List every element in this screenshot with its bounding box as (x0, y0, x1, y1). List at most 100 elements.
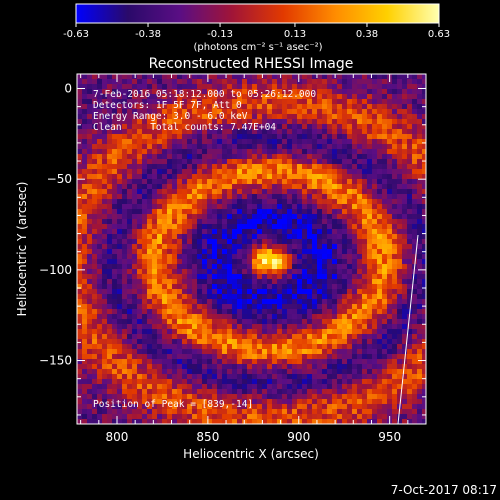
heatmap-cell (112, 354, 117, 359)
heatmap-cell (332, 304, 337, 309)
heatmap-cell (112, 209, 117, 214)
heatmap-cell (337, 94, 342, 99)
heatmap-cell (137, 299, 142, 304)
heatmap-cell (217, 324, 222, 329)
heatmap-cell (392, 299, 397, 304)
heatmap-cell (297, 249, 302, 254)
heatmap-cell (112, 179, 117, 184)
heatmap-cell (387, 279, 392, 284)
heatmap-cell (302, 254, 307, 259)
heatmap-cell (387, 304, 392, 309)
heatmap-cell (257, 234, 262, 239)
heatmap-cell (327, 304, 332, 309)
heatmap-cell (377, 319, 382, 324)
heatmap-cell (157, 119, 162, 124)
heatmap-cell (217, 284, 222, 289)
heatmap-cell (342, 399, 347, 404)
heatmap-cell (157, 109, 162, 114)
heatmap-cell (112, 109, 117, 114)
heatmap-cell (342, 94, 347, 99)
heatmap-cell (112, 419, 117, 424)
heatmap-cell (222, 309, 227, 314)
heatmap-cell (392, 114, 397, 119)
heatmap-cell (167, 174, 172, 179)
heatmap-cell (87, 229, 92, 234)
heatmap-cell (167, 349, 172, 354)
colorbar-ticks: -0.63 -0.38 -0.13 0.13 0.38 0.63 (63, 23, 450, 40)
heatmap-cell (282, 269, 287, 274)
heatmap-cell (152, 124, 157, 129)
heatmap-cell (97, 384, 102, 389)
heatmap-cell (327, 134, 332, 139)
heatmap-cell (382, 79, 387, 84)
heatmap-cell (412, 274, 417, 279)
heatmap-cell (317, 154, 322, 159)
heatmap-cell (167, 404, 172, 409)
heatmap-cell (212, 254, 217, 259)
heatmap-cell (202, 419, 207, 424)
heatmap-cell (92, 109, 97, 114)
heatmap-cell (77, 144, 82, 149)
heatmap-cell (82, 169, 87, 174)
heatmap-cell (377, 139, 382, 144)
heatmap-cell (222, 409, 227, 414)
heatmap-cell (192, 259, 197, 264)
heatmap-cell (227, 309, 232, 314)
heatmap-cell (142, 144, 147, 149)
heatmap-cell (367, 219, 372, 224)
heatmap-cell (97, 304, 102, 309)
heatmap-cell (377, 379, 382, 384)
heatmap-cell (232, 114, 237, 119)
heatmap-cell (387, 199, 392, 204)
heatmap-cell (177, 174, 182, 179)
heatmap-cell (117, 389, 122, 394)
heatmap-cell (127, 79, 132, 84)
heatmap-cell (127, 264, 132, 269)
heatmap-cell (177, 79, 182, 84)
heatmap-cell (287, 139, 292, 144)
heatmap-cell (317, 324, 322, 329)
heatmap-cell (117, 214, 122, 219)
heatmap-cell (327, 409, 332, 414)
heatmap-cell (382, 99, 387, 104)
heatmap-cell (342, 269, 347, 274)
heatmap-cell (252, 389, 257, 394)
heatmap-cell (392, 244, 397, 249)
heatmap-cell (347, 304, 352, 309)
heatmap-cell (112, 304, 117, 309)
heatmap-cell (317, 174, 322, 179)
heatmap-cell (302, 264, 307, 269)
heatmap-cell (142, 114, 147, 119)
heatmap-cell (107, 249, 112, 254)
heatmap-cell (102, 404, 107, 409)
heatmap-cell (142, 174, 147, 179)
heatmap-cell (82, 299, 87, 304)
heatmap-cell (297, 129, 302, 134)
heatmap-cell (152, 359, 157, 364)
heatmap-cell (82, 344, 87, 349)
heatmap-cell (272, 74, 277, 79)
heatmap-cell (92, 159, 97, 164)
heatmap-cell (407, 289, 412, 294)
heatmap-cell (192, 159, 197, 164)
heatmap-cell (252, 279, 257, 284)
heatmap-cell (132, 404, 137, 409)
heatmap-cell (237, 294, 242, 299)
heatmap-cell (352, 124, 357, 129)
heatmap-cell (357, 269, 362, 274)
heatmap-cell (227, 339, 232, 344)
heatmap-cell (172, 284, 177, 289)
heatmap-cell (372, 104, 377, 109)
heatmap-cell (257, 289, 262, 294)
heatmap-cell (312, 294, 317, 299)
heatmap-cell (262, 224, 267, 229)
heatmap-cell (387, 139, 392, 144)
heatmap-cell (392, 174, 397, 179)
heatmap-cell (342, 104, 347, 109)
heatmap-cell (167, 244, 172, 249)
heatmap-cell (82, 359, 87, 364)
heatmap-cell (397, 219, 402, 224)
heatmap-cell (387, 104, 392, 109)
heatmap-cell (112, 189, 117, 194)
